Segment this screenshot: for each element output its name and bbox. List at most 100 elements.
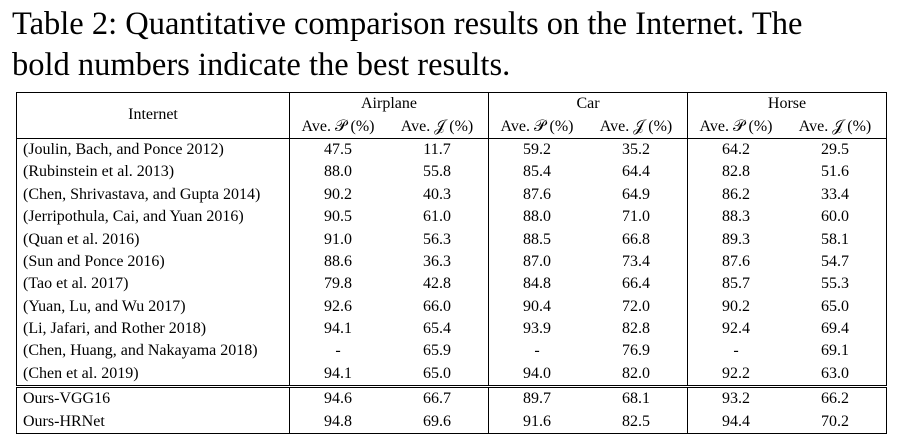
value-cell: 72.0 xyxy=(585,295,688,318)
value-cell: 47.5 xyxy=(289,137,386,162)
value-cell: 82.0 xyxy=(585,362,688,387)
value-cell: 94.8 xyxy=(289,410,386,434)
value-cell: 69.4 xyxy=(784,317,887,341)
value-cell: 59.2 xyxy=(488,137,585,162)
table-row: Ours-HRNet 94.8 69.6 91.6 82.5 94.4 70.2 xyxy=(16,410,887,434)
value-cell: 64.2 xyxy=(687,137,784,162)
value-cell: 64.4 xyxy=(585,161,688,184)
value-cell: 58.1 xyxy=(784,228,887,251)
value-cell: 90.2 xyxy=(722,297,750,315)
table-row: (Rubinstein et al. 2013) 88.0 55.8 85.4 64.4… xyxy=(16,161,887,184)
value-cell: 93.9 xyxy=(523,320,551,338)
table-row: (Li, Jafari, and Rother 2018) 94.1 65.4 93.… xyxy=(16,317,887,341)
value-cell: 55.3 xyxy=(784,273,887,296)
table-row: Ours-VGG16 94.6 66.7 89.7 68.1 93.2 66.2 xyxy=(16,385,887,411)
table-row: (Chen et al. 2019) 94.1 65.0 94.0 82.0 92.2 63… xyxy=(16,362,887,387)
value-cell: 94.1 xyxy=(324,320,352,338)
value-cell: 65.9 xyxy=(386,340,489,363)
value-cell: 56.3 xyxy=(386,228,489,251)
value-cell: 92.4 xyxy=(722,320,750,338)
value-cell: 90.5 xyxy=(324,208,352,226)
subheader-airplane-p: Ave. 𝒫 (%) xyxy=(289,115,386,139)
value-cell: 35.2 xyxy=(585,137,688,162)
value-cell: 94.1 xyxy=(324,364,352,382)
table-row: (Tao et al. 2017) 79.8 42.8 84.8 66.4 85.7 55.… xyxy=(16,273,887,296)
caption-line-1: Table 2: Quantitative comparison results… xyxy=(12,6,803,42)
table-caption: Table 2: Quantitative comparison results… xyxy=(12,4,897,86)
method-name: (Rubinstein et al. 2013) xyxy=(16,161,290,184)
value-cell: 91.0 xyxy=(324,230,352,248)
value-cell: 64.9 xyxy=(585,183,688,206)
value-cell: 55.8 xyxy=(386,161,489,184)
value-cell: 79.8 xyxy=(324,275,352,293)
value-cell: 40.3 xyxy=(386,183,489,206)
value-cell: 89.3 xyxy=(722,230,750,248)
value-cell: 93.2 xyxy=(687,385,784,411)
caption-line-2: bold numbers indicate the best results. xyxy=(12,47,511,83)
subheader-horse-j: Ave. 𝒥 (%) xyxy=(784,115,887,139)
value-cell: 87.6 xyxy=(523,185,551,203)
value-cell: 70.2 xyxy=(784,410,887,434)
value-cell: 88.0 xyxy=(523,208,551,226)
method-name: (Yuan, Lu, and Wu 2017) xyxy=(16,295,290,318)
value-cell: 94.0 xyxy=(523,364,551,382)
value-cell: 94.4 xyxy=(687,410,784,434)
value-cell: 92.6 xyxy=(324,297,352,315)
value-cell: - xyxy=(733,342,739,360)
subheader-car-j: Ave. 𝒥 (%) xyxy=(585,115,688,139)
value-cell: 69.6 xyxy=(386,410,489,434)
value-cell: 66.4 xyxy=(585,273,688,296)
value-cell: 92.2 xyxy=(722,364,750,382)
value-cell: 66.8 xyxy=(585,228,688,251)
value-cell: 36.3 xyxy=(386,250,489,274)
value-cell: 66.2 xyxy=(784,385,887,411)
table-row: (Yuan, Lu, and Wu 2017) 92.6 66.0 90.4 72.0 9… xyxy=(16,295,887,318)
value-cell: 33.4 xyxy=(784,183,887,206)
table-row: (Sun and Ponce 2016) 88.6 36.3 87.0 73.4 87.6… xyxy=(16,250,887,274)
value-cell: 90.2 xyxy=(324,185,352,203)
value-cell: 88.6 xyxy=(324,252,352,270)
method-name: (Li, Jafari, and Rother 2018) xyxy=(16,317,290,341)
table-row: (Quan et al. 2016) 91.0 56.3 88.5 66.8 89.3 58… xyxy=(16,228,887,251)
value-cell: 82.8 xyxy=(722,163,750,181)
group-header-horse: Horse xyxy=(687,92,887,116)
value-cell: 88.3 xyxy=(722,208,750,226)
value-cell: - xyxy=(534,342,540,360)
value-cell: 88.0 xyxy=(324,163,352,181)
method-name: (Chen et al. 2019) xyxy=(16,362,290,387)
value-cell: 65.0 xyxy=(386,362,489,387)
value-cell: 54.7 xyxy=(784,250,887,274)
value-cell: 86.2 xyxy=(722,185,750,203)
table-row: (Chen, Shrivastava, and Gupta 2014) 90.2 4… xyxy=(16,183,887,206)
value-cell: 60.0 xyxy=(784,205,887,229)
value-cell: 89.7 xyxy=(488,385,585,411)
value-cell: 82.5 xyxy=(585,410,688,434)
value-cell: 82.8 xyxy=(585,317,688,341)
value-cell: 73.4 xyxy=(585,250,688,274)
value-cell: 87.6 xyxy=(722,252,750,270)
corner-header: Internet xyxy=(16,92,290,139)
table-row: (Joulin, Bach, and Ponce 2012) 47.5 11.7 59… xyxy=(16,137,887,162)
value-cell: 85.7 xyxy=(722,275,750,293)
value-cell: 61.0 xyxy=(386,205,489,229)
value-cell: 29.5 xyxy=(784,137,887,162)
method-name: (Quan et al. 2016) xyxy=(16,228,290,251)
method-name: (Sun and Ponce 2016) xyxy=(16,250,290,274)
value-cell: 66.7 xyxy=(386,385,489,411)
subheader-horse-p: Ave. 𝒫 (%) xyxy=(687,115,784,139)
subheader-car-p: Ave. 𝒫 (%) xyxy=(488,115,585,139)
value-cell: 68.1 xyxy=(585,385,688,411)
value-cell: 69.1 xyxy=(784,340,887,363)
subheader-airplane-j: Ave. 𝒥 (%) xyxy=(386,115,489,139)
value-cell: 11.7 xyxy=(386,137,489,162)
value-cell: 65.0 xyxy=(784,295,887,318)
value-cell: 65.4 xyxy=(386,317,489,341)
value-cell: 42.8 xyxy=(386,273,489,296)
value-cell: 85.4 xyxy=(523,163,551,181)
value-cell: 63.0 xyxy=(784,362,887,387)
value-cell: 71.0 xyxy=(585,205,688,229)
value-cell: 94.6 xyxy=(289,385,386,411)
table-row: (Jerripothula, Cai, and Yuan 2016) 90.5 61… xyxy=(16,205,887,229)
group-header-car: Car xyxy=(488,92,688,116)
table-row: (Chen, Huang, and Nakayama 2018) - 65.9 - 76… xyxy=(16,340,887,363)
